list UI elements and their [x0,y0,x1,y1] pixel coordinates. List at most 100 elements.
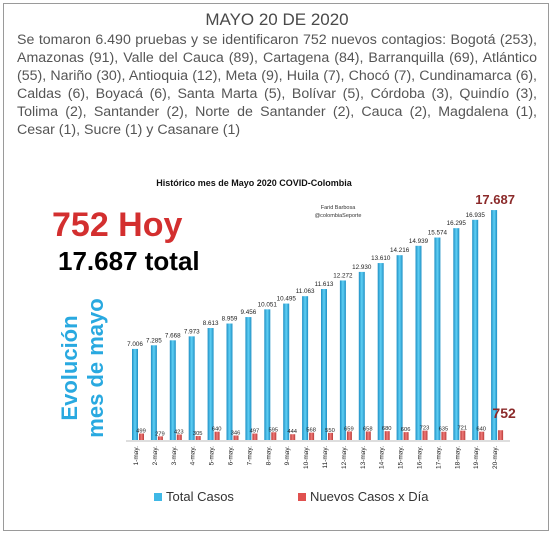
bar-total [283,303,290,440]
last-new-label: 752 [492,405,516,421]
total-data-label: 8.613 [203,320,219,327]
total-data-label: 12.930 [352,264,372,271]
total-headline: 17.687 total [58,246,200,276]
bar-new [422,430,428,440]
bar-new [460,430,466,440]
category-label: 18-may. [454,446,461,469]
total-data-label: 10.051 [258,301,278,308]
bar-new [214,431,220,440]
bar-new [309,432,315,440]
bar-total [434,237,441,440]
total-data-label: 7.973 [184,328,200,335]
bar-total [472,219,479,440]
new-data-label: 595 [268,427,278,433]
chart-title: Histórico mes de Mayo 2020 COVID-Colombi… [156,178,353,188]
category-label: 20-may. [492,446,499,469]
bar-total [302,296,309,440]
category-label: 3-may. [171,446,178,466]
total-data-label: 7.668 [165,332,181,339]
legend-swatch-total [154,493,162,501]
total-data-label: 9.456 [241,309,257,316]
total-data-label: 11.613 [315,281,334,288]
legend-swatch-new [298,493,306,501]
new-data-label: 499 [136,429,146,435]
bar-total [169,340,176,440]
bar-total [207,328,214,440]
new-data-label: 721 [457,426,467,432]
total-data-label: 16.295 [447,220,467,227]
new-data-label: 497 [250,429,260,435]
total-data-label: 11.063 [296,288,315,295]
total-data-label: 7.285 [146,337,162,344]
bar-new [176,434,182,440]
covid-bar-chart: Histórico mes de Mayo 2020 COVID-Colombi… [52,178,516,504]
bar-new [271,432,277,440]
today-headline: 752 Hoy [52,206,182,244]
bar-total [321,289,327,440]
category-label: 12-may. [341,446,348,469]
category-label: 10-may. [303,446,310,469]
bar-new [139,433,144,440]
category-label: 15-may. [398,446,405,469]
bar-new [384,431,390,440]
total-data-label: 7.006 [127,341,143,348]
category-label: 16-may. [417,446,424,469]
bar-total [358,271,365,440]
credit-handle: @colombiaSeporte [315,213,362,219]
bar-total [415,245,422,440]
last-total-label: 17.687 [475,192,515,207]
report-description: Se tomaron 6.490 pruebas y se identifica… [17,32,537,138]
bar-total [188,336,195,440]
new-data-label: 346 [231,431,241,437]
category-label: 2-may. [152,446,159,466]
bar-new [403,432,409,440]
bar-total [339,280,346,440]
ylabel-line1: Evolución [57,315,82,420]
new-data-label: 658 [363,426,373,432]
total-data-label: 12.272 [333,272,353,279]
bar-new [498,430,504,440]
total-data-label: 15.574 [428,230,448,237]
new-data-label: 723 [420,426,430,432]
category-label: 6-may. [228,446,235,466]
new-data-label: 640 [212,427,222,433]
new-data-label: 423 [174,430,184,436]
new-data-label: 659 [344,426,354,432]
bar-new [195,436,201,440]
category-label: 19-may. [473,446,480,469]
new-data-label: 680 [382,426,392,432]
category-label: 1-may. [133,446,140,466]
bar-new [233,435,239,440]
bar-total [377,263,384,440]
category-label: 14-may. [379,446,386,469]
total-data-label: 8.959 [222,316,238,323]
new-data-label: 279 [155,431,165,437]
total-data-label: 16.935 [466,212,486,219]
bar-total [226,323,233,440]
category-label: 7-may. [246,446,253,466]
bar-new [252,433,258,440]
bar-total [150,345,157,440]
new-data-label: 640 [476,427,486,433]
category-label: 11-may. [322,446,329,469]
category-label: 4-may. [190,446,197,466]
total-data-label: 13.610 [371,255,391,262]
bar-total [132,348,138,440]
page-title: MAYO 20 DE 2020 [205,10,349,29]
new-data-label: 444 [287,429,297,435]
legend-label-total: Total Casos [166,489,234,504]
category-label: 8-may. [265,446,272,466]
new-data-label: 305 [193,431,203,437]
category-label: 17-may. [435,446,442,469]
total-data-label: 14.939 [409,238,429,245]
legend-label-new: Nuevos Casos x Día [310,489,429,504]
bar-total [245,317,252,440]
new-data-label: 568 [306,428,316,434]
bar-new [328,432,333,440]
bar-new [346,431,352,440]
total-data-label: 14.216 [390,247,410,254]
bar-new [479,431,485,440]
category-label: 9-may. [284,446,291,466]
bar-total [453,228,460,440]
chart-area: Histórico mes de Mayo 2020 COVID-Colombi… [20,172,540,524]
